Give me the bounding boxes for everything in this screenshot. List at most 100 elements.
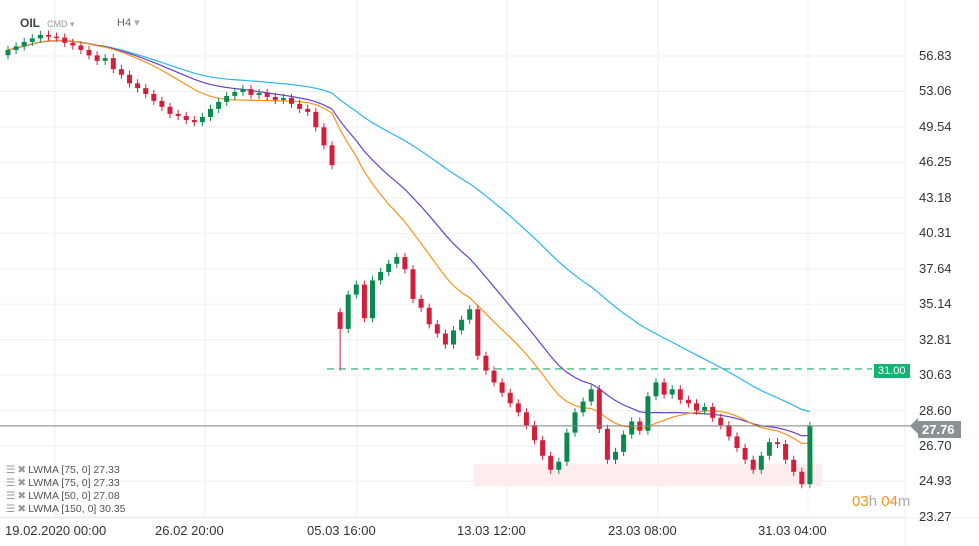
candle-down [143, 88, 149, 94]
candle-down [515, 403, 521, 413]
timer-minutes: 04 [881, 493, 898, 510]
indicator-label: LWMA [75, 0] 27.33 [28, 464, 120, 476]
y-tick-label: 46.25 [919, 154, 952, 170]
indicator-legend-item[interactable]: ☰ ✖ LWMA [50, 0] 27.08 [6, 490, 120, 502]
candle-down [677, 389, 683, 400]
candle-down [402, 257, 408, 270]
candle-down [523, 412, 529, 426]
candle-up [588, 389, 594, 402]
x-tick-label: 26.02 20:00 [155, 523, 224, 538]
candle-down [442, 333, 448, 345]
instrument-type: CMD [47, 19, 68, 29]
candle-down [191, 120, 197, 123]
settings-icon[interactable]: ☰ [6, 490, 16, 502]
candle-up [564, 432, 570, 462]
candle-down [135, 83, 141, 89]
close-icon[interactable]: ✖ [17, 464, 27, 476]
lwma-line [7, 39, 810, 437]
candle-down [734, 436, 740, 448]
indicator-label: LWMA [50, 0] 27.08 [28, 490, 120, 502]
candle-down [329, 145, 335, 166]
candle-up [5, 49, 11, 56]
candle-up [629, 421, 635, 435]
candle-down [272, 96, 278, 100]
candle-up [345, 294, 351, 329]
candle-down [264, 92, 270, 97]
candle-down [726, 425, 732, 437]
candle-up [394, 257, 400, 264]
candle-up [807, 425, 813, 485]
indicator-legend-item[interactable]: ☰ ✖ LWMA [75, 0] 27.33 [6, 477, 120, 489]
chevron-down-icon: ▾ [70, 19, 75, 29]
candle-down [183, 115, 189, 121]
candle-up [459, 319, 465, 331]
candle-down [70, 42, 76, 46]
candle-down [175, 113, 181, 116]
candle-down [750, 459, 756, 470]
candle-down [86, 49, 92, 56]
candle-up [378, 272, 384, 281]
candle-down [507, 392, 513, 404]
y-tick-label: 23.27 [919, 509, 952, 524]
candle-up [451, 330, 456, 345]
candle-up [353, 284, 359, 295]
candle-down [248, 89, 254, 95]
candle-down [151, 93, 157, 101]
x-tick-label: 13.03 12:00 [457, 523, 526, 538]
indicator-legend-item[interactable]: ☰ ✖ LWMA [75, 0] 27.33 [6, 464, 120, 476]
interval-dropdown[interactable]: H4 ▾ [117, 16, 140, 29]
close-icon[interactable]: ✖ [17, 503, 27, 515]
symbol-label: OIL [20, 16, 40, 30]
candle-down [491, 370, 497, 383]
close-icon[interactable]: ✖ [17, 477, 27, 489]
price-badge-arrow [910, 417, 918, 434]
candle-down [499, 382, 505, 393]
candle-down [110, 58, 116, 70]
candle-down [118, 69, 124, 75]
settings-icon[interactable]: ☰ [6, 464, 16, 476]
candle-down [718, 417, 724, 426]
candle-up [199, 116, 205, 123]
candle-down [321, 127, 327, 146]
candle-down [694, 403, 699, 411]
candle-up [758, 455, 764, 470]
y-tick-label: 43.18 [919, 189, 952, 205]
candle-down [604, 428, 610, 460]
candle-down [791, 459, 797, 472]
y-tick-label: 53.06 [919, 83, 952, 99]
candle-up [240, 89, 246, 93]
candle-up [386, 263, 392, 273]
candle-up [224, 95, 230, 102]
candle-down [337, 312, 343, 329]
candle-down [426, 307, 432, 325]
candle-down [685, 399, 691, 404]
candle-up [102, 58, 108, 61]
settings-icon[interactable]: ☰ [6, 477, 16, 489]
candle-up [580, 401, 586, 413]
indicator-legend-item[interactable]: ☰ ✖ LWMA [150, 0] 30.35 [6, 503, 126, 515]
instrument-type-dropdown[interactable]: CMD ▾ [47, 19, 75, 30]
candle-down [434, 324, 440, 334]
candle-up [21, 41, 27, 47]
candle-up [370, 280, 375, 319]
alert-level-badge[interactable]: 31.00 [874, 364, 910, 378]
candle-down [94, 55, 100, 61]
candle-up [621, 434, 627, 452]
close-icon[interactable]: ✖ [17, 490, 27, 502]
settings-icon[interactable]: ☰ [6, 503, 16, 515]
y-tick-label: 37.64 [919, 260, 952, 276]
y-tick-label: 49.54 [919, 118, 952, 134]
lwma-line [7, 39, 810, 445]
candle-up [216, 101, 222, 109]
candle-down [289, 97, 294, 104]
candle-down [297, 103, 303, 109]
candle-down [742, 447, 748, 460]
candle-up [766, 442, 772, 456]
y-tick-label: 26.70 [919, 438, 952, 453]
candle-down [54, 36, 60, 39]
candle-down [483, 355, 489, 371]
timer-m: m [897, 493, 911, 510]
candle-down [532, 425, 537, 441]
